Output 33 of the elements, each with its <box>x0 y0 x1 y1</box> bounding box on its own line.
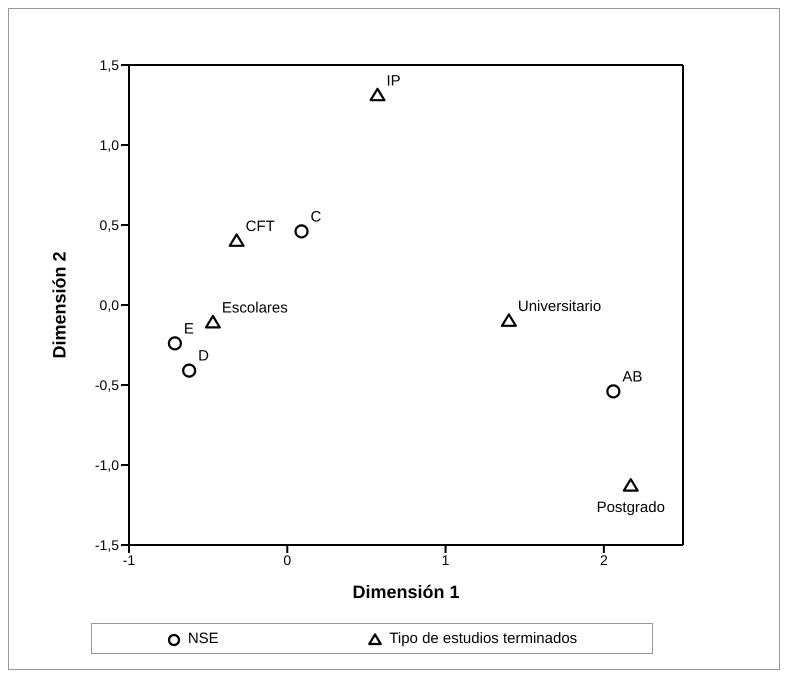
legend-label: Tipo de estudios terminados <box>389 630 578 647</box>
point <box>622 478 639 492</box>
legend-label: NSE <box>188 630 219 647</box>
y-axis-title: Dimensión 2 <box>49 251 70 359</box>
y-tick-label: 0,0 <box>100 296 120 313</box>
point <box>204 314 221 328</box>
x-axis-title: Dimensión 1 <box>352 582 460 602</box>
data-label: CFT <box>246 218 275 235</box>
point <box>294 224 309 238</box>
data-label: Universitario <box>518 298 602 315</box>
y-tick-label: 1,0 <box>100 136 120 153</box>
data-label: Escolares <box>222 300 288 317</box>
y-tick-label: 0,5 <box>100 216 120 233</box>
y-tick-label: -0,5 <box>94 376 120 393</box>
x-tick-label: 0 <box>283 552 292 568</box>
y-tick-label: -1,0 <box>94 456 120 473</box>
point <box>182 364 196 378</box>
x-tick-label: 1 <box>442 552 450 568</box>
data-label: C <box>310 208 322 226</box>
data-label: IP <box>386 72 401 90</box>
x-tick-label: 2 <box>600 552 608 568</box>
point <box>370 88 386 102</box>
point <box>500 313 517 327</box>
y-tick-label: 1,5 <box>100 56 120 73</box>
data-label: E <box>184 320 194 338</box>
data-label: AB <box>622 368 642 386</box>
point <box>168 336 182 350</box>
point <box>606 384 620 398</box>
x-tick-label: -1 <box>122 552 136 568</box>
data-label: Postgrado <box>596 498 665 516</box>
point <box>228 233 245 247</box>
data-label: D <box>198 348 210 365</box>
y-tick-label: -1,5 <box>94 536 120 553</box>
